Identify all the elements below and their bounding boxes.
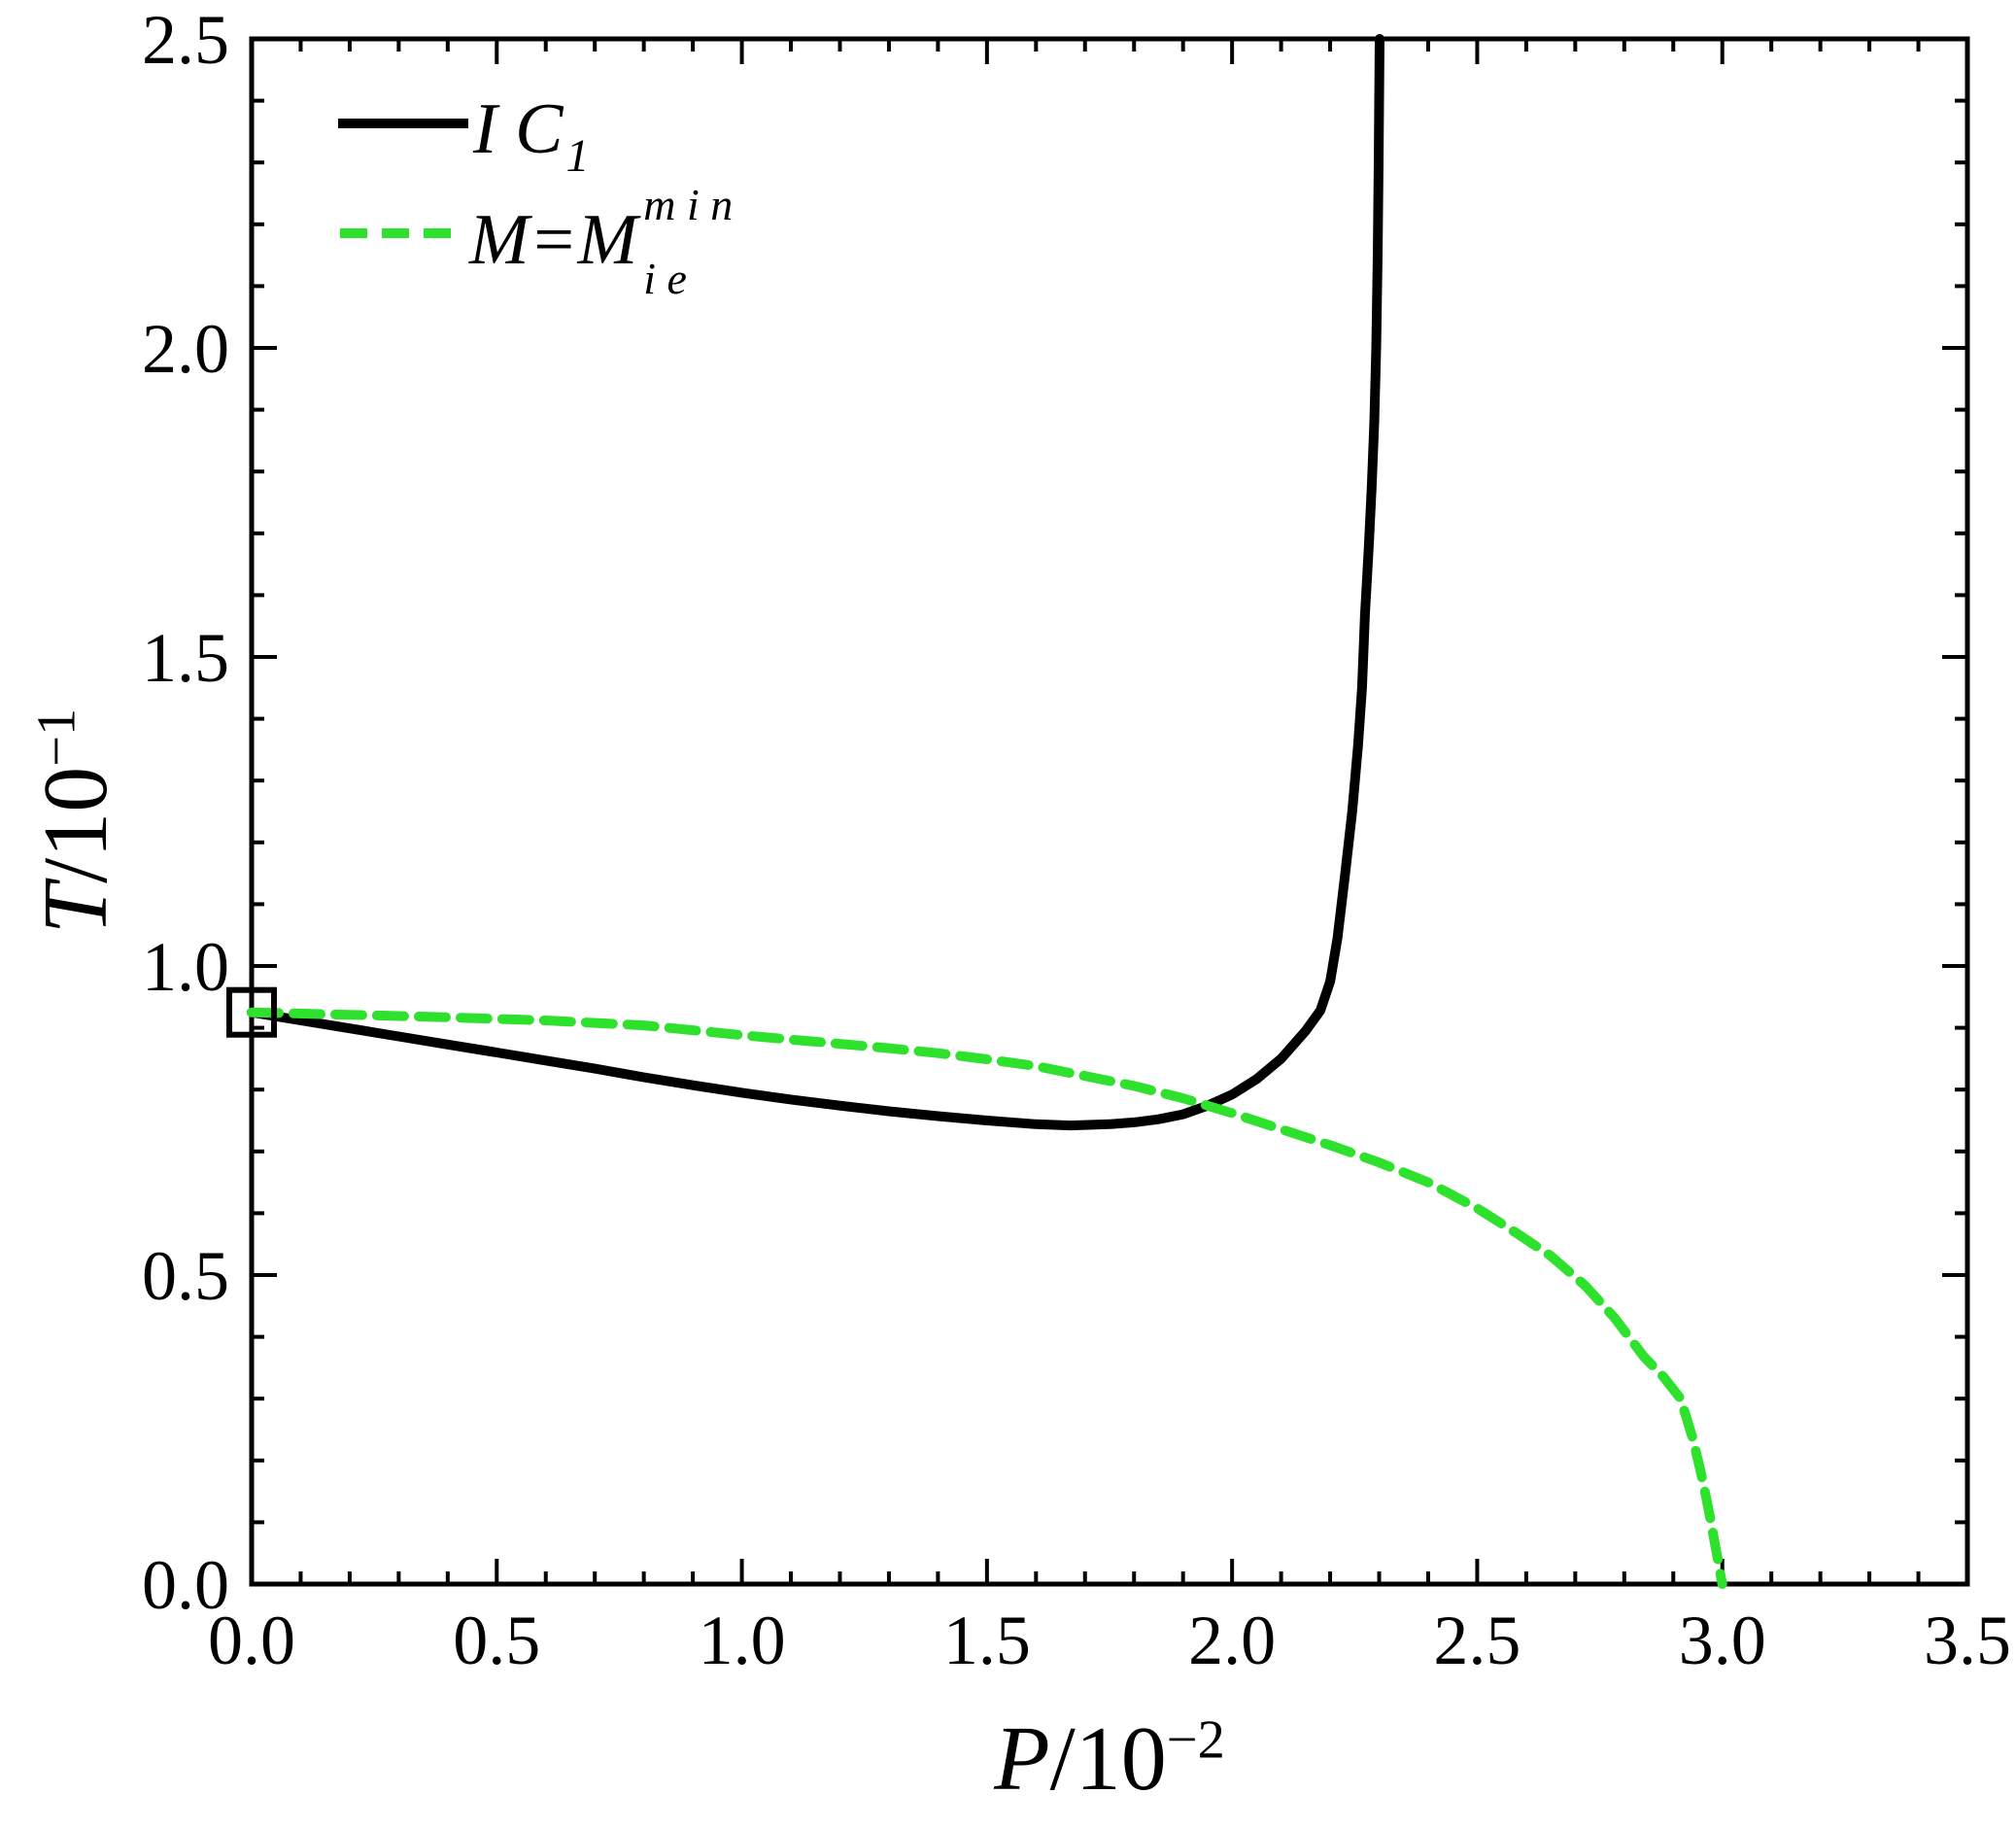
legend-label-mmin-subsup: m i n i e <box>643 183 733 301</box>
x-axis-label-rest: /10 <box>1049 1708 1167 1810</box>
y-axis-label-variable: T <box>25 882 126 935</box>
legend-label-mmin: M=M m i n i e <box>469 181 733 301</box>
x-axis-label-variable: P <box>994 1708 1050 1810</box>
tick-labels: 0.0 0.5 1.0 1.5 2.0 2.5 3.0 3.5 0.0 0.5 1.0 1.5 2.0 2… <box>142 1 2011 1679</box>
y-tick-label: 2.5 <box>142 1 229 79</box>
y-tick-label: 1.5 <box>142 619 229 697</box>
y-tick-label: 1.0 <box>142 928 229 1006</box>
x-tick-label: 3.0 <box>1679 1602 1766 1679</box>
x-tick-label: 2.5 <box>1433 1602 1521 1679</box>
series-curve-ic1 <box>247 34 1384 1131</box>
x-tick-label: 1.5 <box>943 1602 1031 1679</box>
legend-label-ic1-sub: 1 <box>565 130 590 182</box>
legend-label-ic1-main: I C <box>473 89 564 169</box>
legend-label-mmin-main: M=M <box>469 200 638 280</box>
x-tick-label: 0.0 <box>208 1602 295 1679</box>
x-tick-label: 2.0 <box>1188 1602 1276 1679</box>
x-axis-label-exponent: −2 <box>1166 1709 1225 1771</box>
legend-label-mmin-sup: m i n <box>643 180 734 229</box>
y-axis-label-rest: /10 <box>25 766 126 883</box>
series-curve-m=mie_min <box>247 1007 1727 1589</box>
x-tick-label: 3.5 <box>1924 1602 2011 1679</box>
y-tick-label: 2.0 <box>142 310 229 388</box>
legend-label-mmin-sub: i e <box>643 254 687 303</box>
y-tick-label: 0.0 <box>142 1546 229 1624</box>
x-tick-label: 0.5 <box>453 1602 540 1679</box>
y-axis-label-exponent: −1 <box>26 707 87 767</box>
y-axis-label: T/10−1 <box>25 707 126 934</box>
x-axis-label: P/10−2 <box>994 1709 1225 1805</box>
start-point-marker <box>226 986 277 1038</box>
x-tick-label: 1.0 <box>699 1602 786 1679</box>
axis-ticks <box>250 37 1969 1586</box>
plot-frame <box>249 36 1970 1587</box>
y-tick-label: 0.5 <box>142 1237 229 1315</box>
